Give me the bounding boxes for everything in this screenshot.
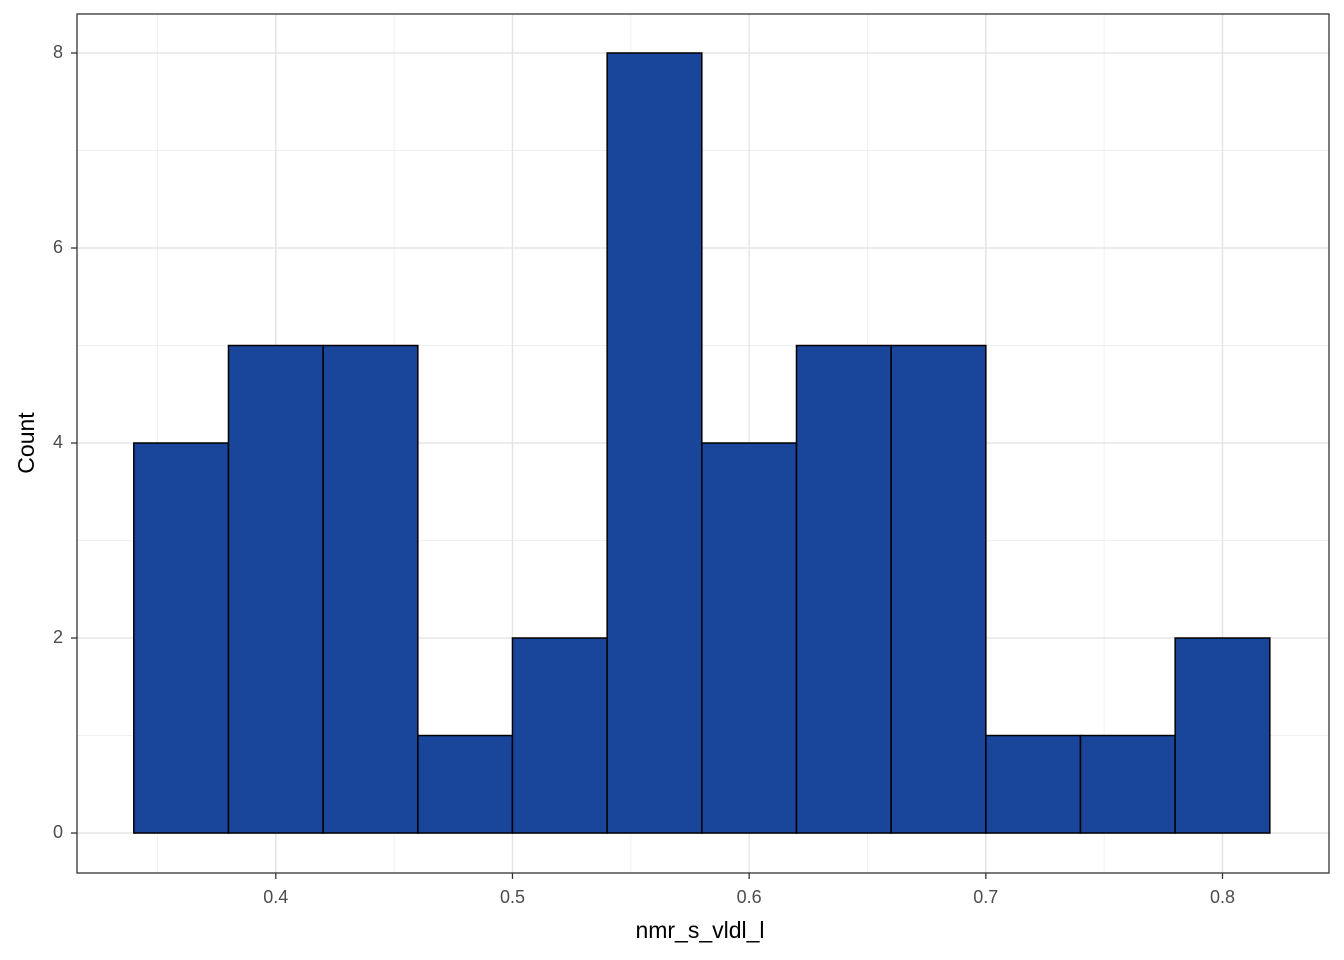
- x-axis-title: nmr_s_vldl_l: [635, 917, 764, 943]
- y-axis-title: Count: [13, 412, 39, 474]
- x-tick-label: 0.6: [737, 887, 762, 907]
- y-tick-label: 4: [53, 432, 63, 452]
- bar: [133, 442, 230, 834]
- y-tick-label: 6: [53, 237, 63, 257]
- y-tick-label: 0: [53, 822, 63, 842]
- x-tick-label: 0.5: [500, 887, 525, 907]
- y-tick-label: 8: [53, 42, 63, 62]
- y-tick-label: 2: [53, 627, 63, 647]
- bar: [701, 442, 798, 834]
- x-tick-label: 0.8: [1210, 887, 1235, 907]
- x-tick-label: 0.7: [973, 887, 998, 907]
- bar: [890, 344, 987, 834]
- bar: [1079, 734, 1176, 834]
- bar: [322, 344, 419, 834]
- bar: [511, 637, 608, 834]
- bar: [1174, 637, 1271, 834]
- panel-border: [76, 13, 1330, 874]
- bar: [227, 344, 324, 834]
- bar: [606, 52, 703, 834]
- bar: [795, 344, 892, 834]
- bar: [417, 734, 514, 834]
- x-tick-label: 0.4: [263, 887, 288, 907]
- bar: [985, 734, 1082, 834]
